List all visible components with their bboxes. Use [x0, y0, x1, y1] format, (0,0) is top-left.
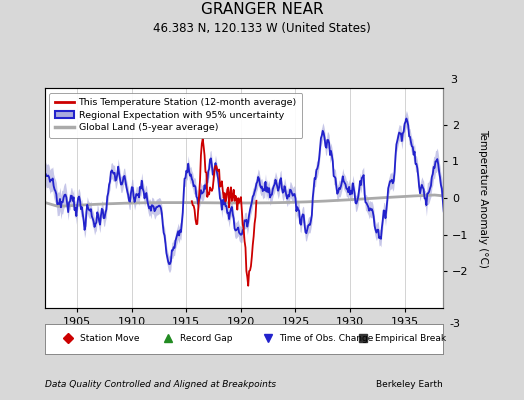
Y-axis label: Temperature Anomaly (°C): Temperature Anomaly (°C): [478, 128, 488, 268]
Text: Station Move: Station Move: [80, 334, 140, 343]
Text: Berkeley Earth: Berkeley Earth: [376, 380, 443, 389]
Text: 3: 3: [450, 75, 457, 85]
Text: Empirical Break: Empirical Break: [375, 334, 446, 343]
Text: -3: -3: [450, 319, 461, 329]
Text: GRANGER NEAR: GRANGER NEAR: [201, 2, 323, 17]
Text: Data Quality Controlled and Aligned at Breakpoints: Data Quality Controlled and Aligned at B…: [45, 380, 276, 389]
Legend: This Temperature Station (12-month average), Regional Expectation with 95% uncer: This Temperature Station (12-month avera…: [49, 93, 302, 138]
Text: Time of Obs. Change: Time of Obs. Change: [279, 334, 374, 343]
Text: Record Gap: Record Gap: [180, 334, 233, 343]
Text: 46.383 N, 120.133 W (United States): 46.383 N, 120.133 W (United States): [153, 22, 371, 35]
